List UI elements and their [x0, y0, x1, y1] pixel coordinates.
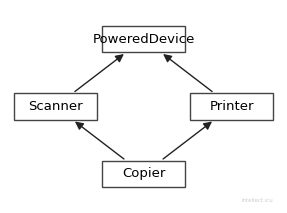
Text: Copier: Copier	[122, 167, 165, 180]
FancyBboxPatch shape	[190, 93, 273, 120]
Text: PoweredDevice: PoweredDevice	[92, 33, 195, 46]
Text: Scanner: Scanner	[28, 100, 83, 113]
Text: intellect.icu: intellect.icu	[241, 198, 273, 203]
FancyBboxPatch shape	[102, 26, 185, 52]
Text: Printer: Printer	[210, 100, 254, 113]
FancyBboxPatch shape	[14, 93, 97, 120]
FancyBboxPatch shape	[102, 161, 185, 187]
